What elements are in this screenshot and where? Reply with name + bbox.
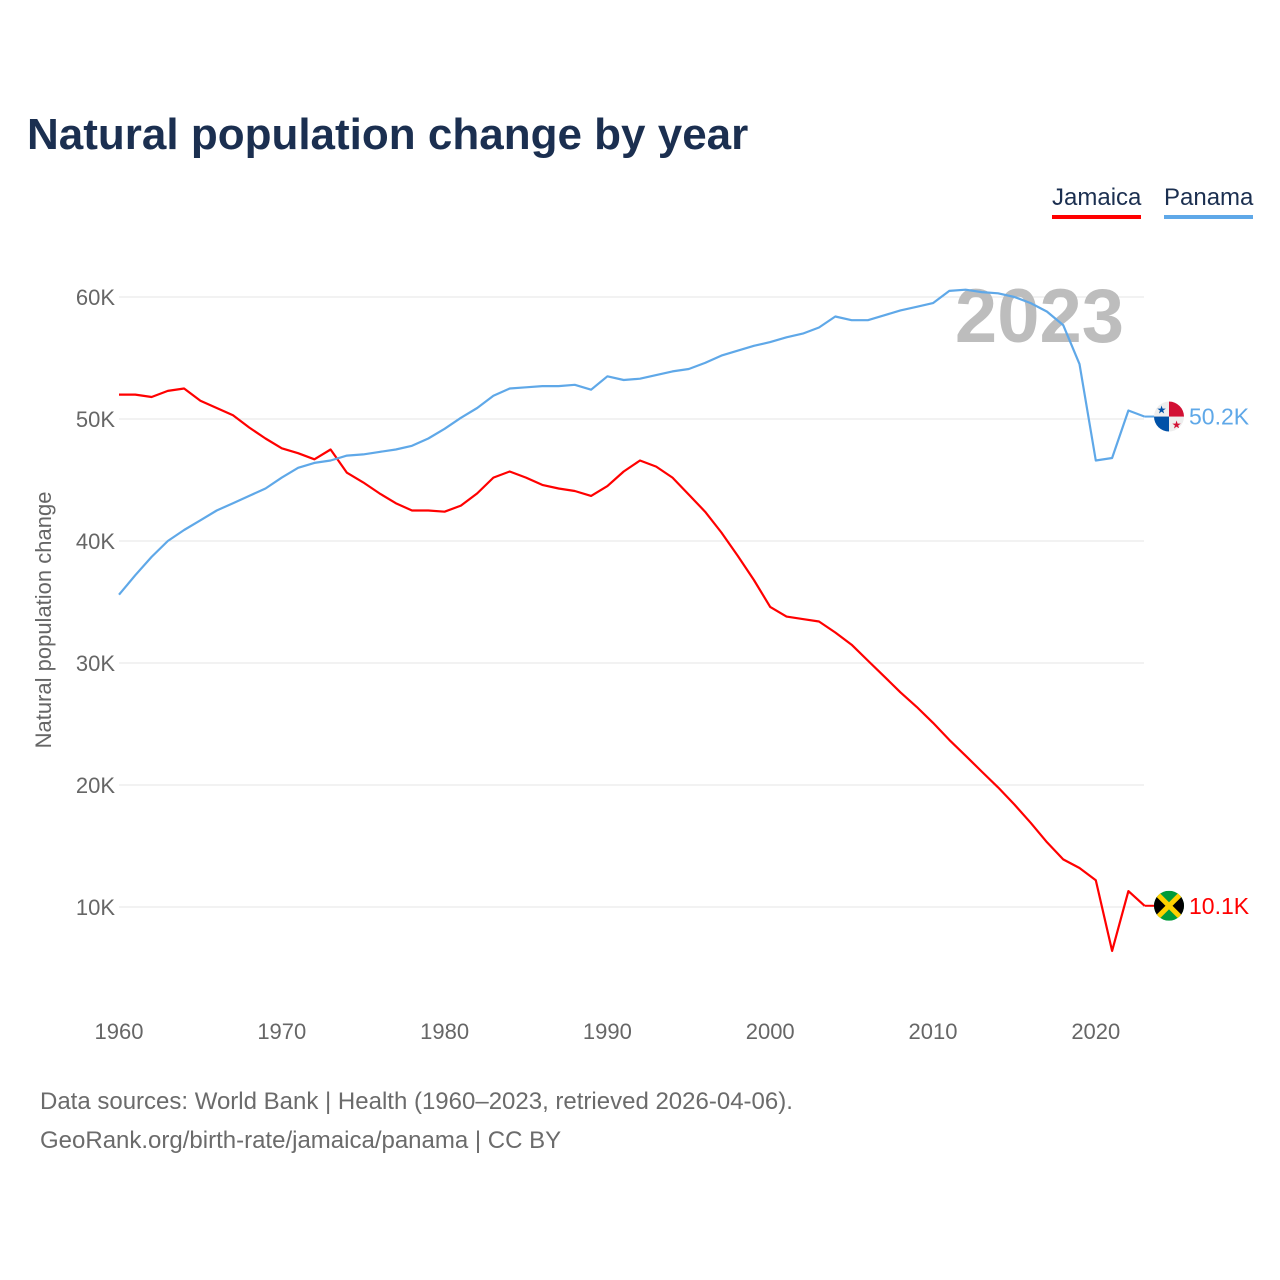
legend-item-panama[interactable]: Panama [1164, 184, 1254, 219]
x-tick-label: 1960 [95, 1019, 144, 1044]
end-value-label-jamaica: 10.1K [1189, 893, 1250, 919]
flag-star: ★ [1172, 420, 1182, 432]
x-tick-label: 1990 [583, 1019, 632, 1044]
footer-credit: GeoRank.org/birth-rate/jamaica/panama | … [40, 1127, 562, 1154]
x-tick-label: 2020 [1071, 1019, 1120, 1044]
end-value-label-panama: 50.2K [1189, 404, 1250, 430]
flag-star: ★ [1157, 405, 1167, 417]
y-axis-label: Natural population change [31, 492, 56, 749]
series-line-panama [118, 288, 1145, 596]
x-tick-label: 2010 [909, 1019, 958, 1044]
flag-blue [1154, 416, 1169, 432]
x-tick-label: 2000 [746, 1019, 795, 1044]
y-tick-label: 40K [76, 529, 115, 554]
y-tick-label: 20K [76, 773, 115, 798]
y-tick-label: 10K [76, 895, 115, 920]
flag-black [1169, 892, 1184, 919]
flag-body [1154, 890, 1184, 921]
flag-saltire [1154, 890, 1184, 921]
flag-black [1154, 892, 1169, 919]
series-line-jamaica [119, 387, 1146, 953]
flag-red [1169, 401, 1184, 417]
panama-flag-icon: ★★ [1154, 401, 1184, 432]
footer-source: Data sources: World Bank | Health (1960–… [40, 1088, 793, 1115]
x-tick-label: 1980 [420, 1019, 469, 1044]
y-tick-label: 30K [76, 651, 115, 676]
y-tick-label: 50K [76, 407, 115, 432]
flag-body: ★★ [1154, 401, 1184, 432]
jamaica-flag-icon [1154, 890, 1184, 921]
year-annotation: 2023 [955, 274, 1124, 359]
y-tick-label: 60K [76, 285, 115, 310]
chart-title: Natural population change by year [27, 110, 749, 159]
x-tick-label: 1970 [257, 1019, 306, 1044]
legend-item-jamaica[interactable]: Jamaica [1052, 184, 1142, 219]
